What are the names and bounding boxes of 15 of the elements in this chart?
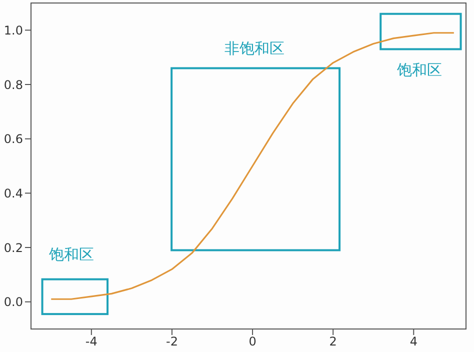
- y-tick-label: 0.4: [4, 186, 23, 200]
- y-tick-label: 0.6: [4, 132, 23, 146]
- y-tick-label: 0.2: [4, 240, 23, 255]
- x-tick-label: 2: [329, 334, 337, 349]
- y-tick-label: 1.0: [4, 23, 23, 38]
- y-tick-label: 0.8: [4, 78, 23, 92]
- x-tick-label: -4: [85, 334, 98, 349]
- x-tick-label: 4: [410, 334, 418, 349]
- annotation: 非饱和区: [224, 39, 285, 58]
- x-tick-label: -2: [166, 334, 178, 349]
- annotation: 饱和区: [48, 246, 94, 264]
- x-tick-label: 0: [248, 334, 256, 349]
- annotation: 饱和区: [396, 61, 442, 80]
- line-series: [50, 32, 455, 300]
- y-tick-label: 0.0: [4, 295, 23, 310]
